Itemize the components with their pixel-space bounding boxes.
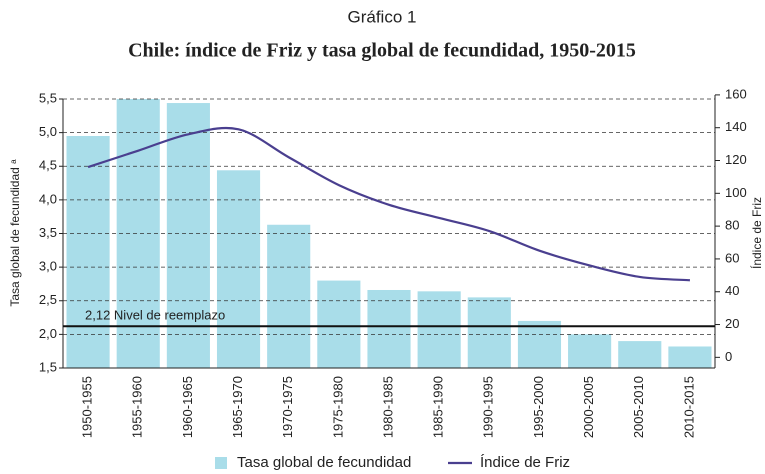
x-tick-label: 1965-1970 bbox=[230, 376, 245, 438]
y2-tick-label: 60 bbox=[725, 250, 739, 265]
y2-tick-label: 140 bbox=[725, 119, 747, 134]
y2-tick-label: 120 bbox=[725, 152, 747, 167]
x-tick-label: 1970-1975 bbox=[280, 376, 295, 438]
y-tick-label: 3,5 bbox=[39, 225, 57, 240]
reference-label: 2,12 Nivel de reemplazo bbox=[85, 308, 225, 323]
bar bbox=[216, 170, 261, 368]
y2-tick-label: 160 bbox=[725, 86, 747, 101]
bar bbox=[618, 341, 662, 368]
bar bbox=[417, 291, 461, 368]
bar bbox=[568, 334, 612, 368]
bar bbox=[116, 99, 160, 368]
x-tick-label: 1980-1985 bbox=[380, 376, 395, 438]
chart-subtitle: Gráfico 1 bbox=[348, 7, 417, 26]
y-tick-label: 5,5 bbox=[39, 90, 57, 105]
y-tick-label: 1,5 bbox=[39, 359, 57, 374]
y-tick-label: 3,0 bbox=[39, 259, 57, 274]
x-tick-label: 1995-2000 bbox=[531, 376, 546, 438]
x-tick-label: 2000-2005 bbox=[581, 376, 596, 438]
y-tick-label: 5,0 bbox=[39, 124, 57, 139]
x-tick-label: 2005-2010 bbox=[631, 376, 646, 438]
y-tick-label: 4,0 bbox=[39, 191, 57, 206]
line bbox=[87, 126, 690, 282]
x-tick-label: 1955-1960 bbox=[130, 376, 145, 438]
y2-axis-label: Índice de Friz bbox=[749, 197, 764, 269]
x-tick-label: 1985-1990 bbox=[431, 376, 446, 438]
bar bbox=[317, 280, 361, 368]
x-tick-label: 1990-1995 bbox=[481, 376, 496, 438]
legend-label: Índice de Friz bbox=[480, 454, 570, 471]
bar bbox=[267, 224, 311, 368]
bar bbox=[467, 297, 511, 368]
x-tick-label: 1975-1980 bbox=[330, 376, 345, 438]
y2-tick-label: 80 bbox=[725, 218, 739, 233]
y-tick-label: 2,0 bbox=[39, 326, 57, 341]
y2-tick-label: 20 bbox=[725, 316, 739, 331]
legend-label: Tasa global de fecundidad bbox=[237, 454, 411, 471]
x-tick-label: 1950-1955 bbox=[80, 376, 95, 438]
bar bbox=[517, 320, 562, 368]
chart-title: Chile: índice de Friz y tasa global de f… bbox=[128, 40, 636, 62]
legend-swatch bbox=[215, 457, 227, 469]
y-tick-label: 4,5 bbox=[39, 158, 57, 173]
bar bbox=[66, 135, 110, 368]
bar bbox=[367, 289, 411, 368]
y2-tick-label: 0 bbox=[725, 349, 732, 364]
bar bbox=[166, 103, 210, 368]
bar bbox=[668, 346, 712, 368]
y-tick-label: 2,5 bbox=[39, 292, 57, 307]
y2-tick-label: 100 bbox=[725, 185, 747, 200]
x-tick-label: 2010-2015 bbox=[681, 376, 696, 438]
x-tick-label: 1960-1965 bbox=[180, 376, 195, 438]
y2-tick-label: 40 bbox=[725, 283, 739, 298]
y-axis-label: Tasa global de fecundidad ᵃ bbox=[8, 159, 22, 307]
